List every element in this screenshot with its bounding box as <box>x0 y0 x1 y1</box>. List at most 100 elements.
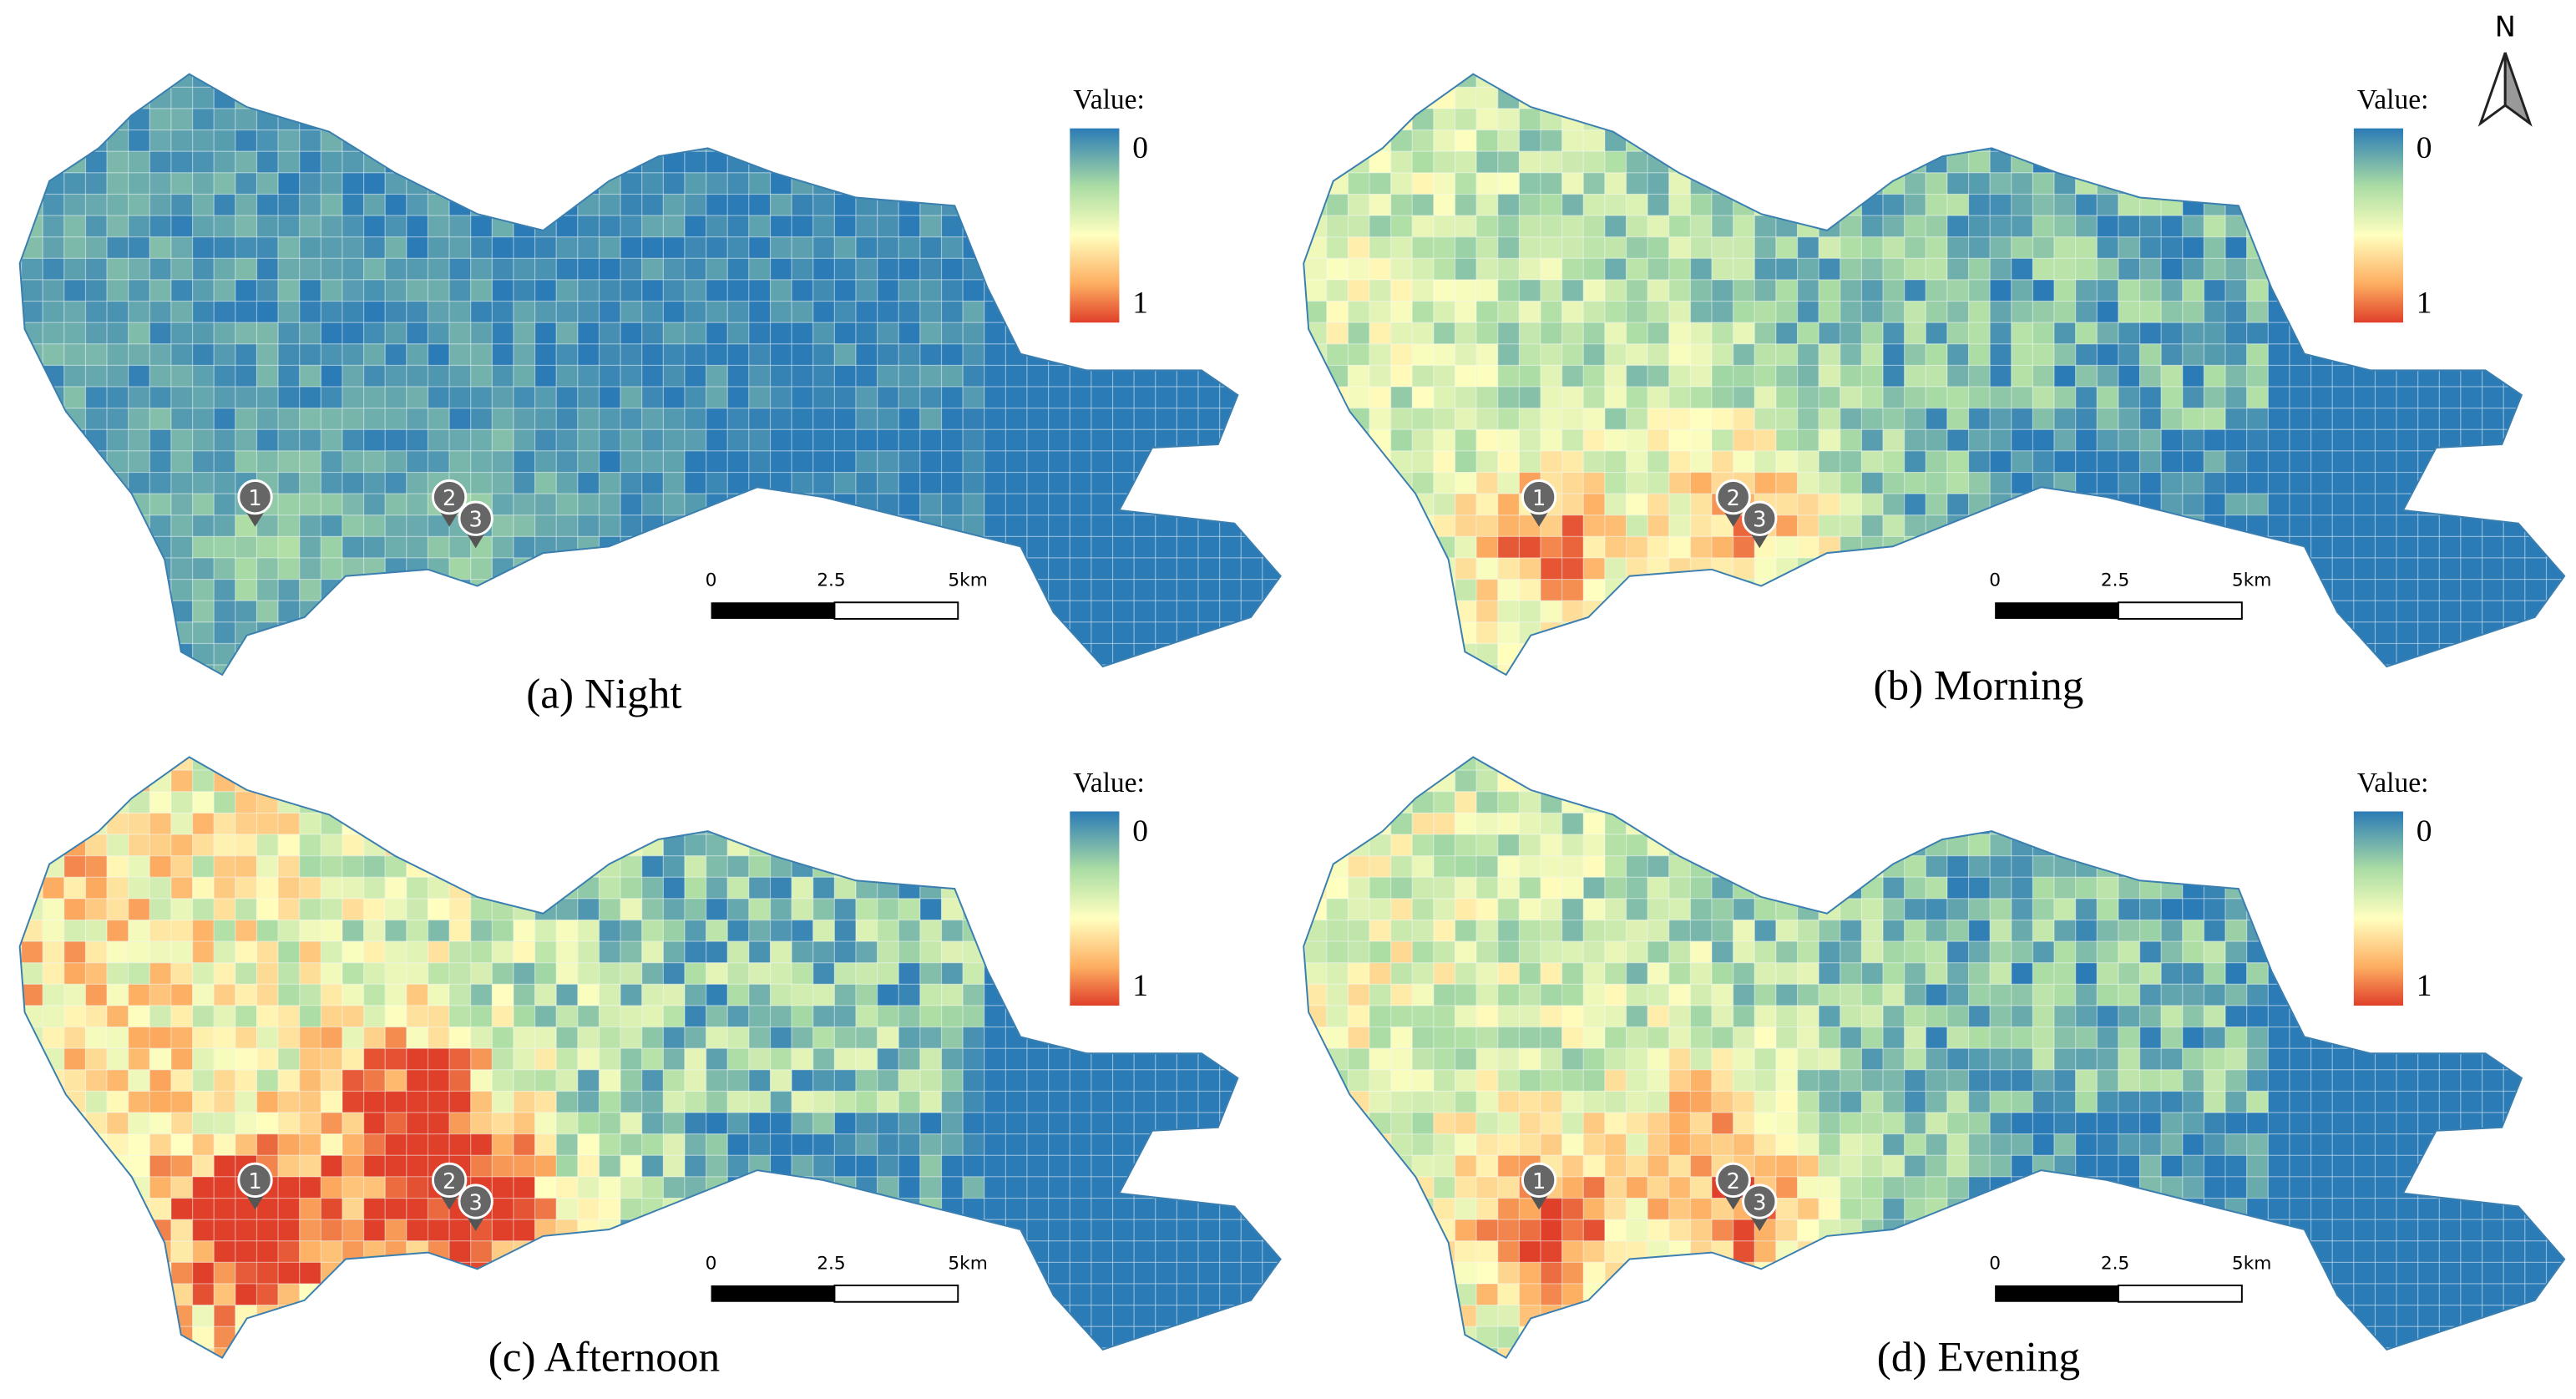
map-cell <box>1561 301 1584 323</box>
map-cell <box>1561 322 1584 345</box>
map-cell <box>1946 514 1970 538</box>
map-cell <box>1111 557 1135 580</box>
map-cell <box>63 1133 87 1156</box>
map-cell <box>2182 129 2205 152</box>
map-cell <box>384 343 407 367</box>
map-cell <box>2289 236 2312 259</box>
map-cell <box>128 940 150 964</box>
map-cell <box>898 450 921 474</box>
map-cell <box>2011 364 2034 388</box>
map-cell <box>748 1326 772 1349</box>
map-cell <box>833 514 857 538</box>
map-cell <box>363 1283 386 1306</box>
map-cell <box>2460 428 2483 452</box>
map-cell <box>1219 557 1242 580</box>
map-cell <box>919 428 943 452</box>
map-cell <box>256 450 279 474</box>
map-cell <box>791 73 814 89</box>
map-cell <box>1968 322 1991 345</box>
map-cell <box>1625 322 1648 345</box>
map-cell <box>149 1154 172 1178</box>
map-cell <box>877 279 899 302</box>
map-cell <box>1069 408 1092 430</box>
map-cell <box>791 471 814 494</box>
map-cell <box>427 898 450 921</box>
map-cell <box>84 108 108 131</box>
map-cell <box>1347 664 1370 675</box>
map-cell <box>470 579 493 601</box>
map-cell <box>299 919 321 942</box>
map-cell <box>170 834 194 857</box>
map-cell <box>706 471 728 494</box>
map-cell <box>213 1197 236 1220</box>
map-cell <box>1604 621 1627 645</box>
map-cell <box>1219 450 1242 474</box>
map-cell <box>427 86 450 109</box>
map-cell <box>1026 172 1050 195</box>
map-cell <box>812 193 836 216</box>
map-cell <box>1561 257 1584 281</box>
map-cell <box>320 1326 343 1349</box>
map-cell <box>406 1133 429 1156</box>
map-cell <box>1219 215 1242 238</box>
map-cell <box>2417 600 2440 623</box>
map-cell <box>448 791 472 814</box>
map-cell <box>84 514 108 538</box>
map-cell <box>1840 471 1863 494</box>
map-cell <box>1668 471 1692 494</box>
map-cell <box>2096 408 2119 430</box>
map-cell <box>1904 471 1926 494</box>
map-cell <box>1840 236 1863 259</box>
map-cell <box>1262 450 1281 474</box>
map-cell <box>598 1026 621 1049</box>
map-cell <box>1968 386 1991 409</box>
map-cell <box>21 364 43 388</box>
map-cell <box>42 557 65 580</box>
map-cell <box>1689 428 1713 452</box>
marker-pin <box>458 500 493 536</box>
map-cell <box>406 1219 429 1242</box>
map-cell <box>491 855 514 878</box>
map-cell <box>106 86 129 109</box>
map-cell <box>577 493 600 516</box>
map-cell <box>2224 86 2248 109</box>
map-cell <box>427 1112 450 1135</box>
map-cell <box>1048 428 1070 452</box>
map-cell <box>2503 193 2526 216</box>
map-cell <box>2568 365 2576 387</box>
map-cell <box>128 1133 150 1156</box>
map-cell <box>1369 621 1392 645</box>
map-cell <box>2182 172 2205 195</box>
map-cell <box>384 1219 407 1242</box>
map-cell <box>1540 664 1563 675</box>
map-cell <box>791 1069 814 1092</box>
map-cell <box>706 769 728 793</box>
map-cell <box>19 257 23 281</box>
map-cell <box>149 86 172 109</box>
map-cell <box>170 769 194 793</box>
map-cell <box>812 834 836 857</box>
map-cell <box>2545 129 2565 152</box>
map-cell <box>726 86 750 109</box>
map-cell <box>1860 322 1884 345</box>
map-cell <box>684 257 707 281</box>
map-cell <box>19 1240 23 1264</box>
map-cell <box>769 962 792 986</box>
map-cell <box>470 1133 493 1156</box>
map-cell <box>2032 236 2055 259</box>
map-cell <box>812 855 836 878</box>
map-cell <box>2374 408 2397 430</box>
map-cell <box>726 514 750 538</box>
map-cell <box>256 642 279 666</box>
map-cell <box>1262 642 1281 666</box>
map-cell <box>833 1154 857 1178</box>
map-cell <box>277 812 301 835</box>
map-cell <box>277 322 301 345</box>
map-cell <box>320 386 343 409</box>
map-cell <box>684 193 707 216</box>
map-cell <box>1091 364 1114 388</box>
map-cell <box>1240 557 1263 580</box>
map-cell <box>2417 408 2440 430</box>
map-cell <box>106 812 129 835</box>
map-cell <box>2053 322 2077 345</box>
